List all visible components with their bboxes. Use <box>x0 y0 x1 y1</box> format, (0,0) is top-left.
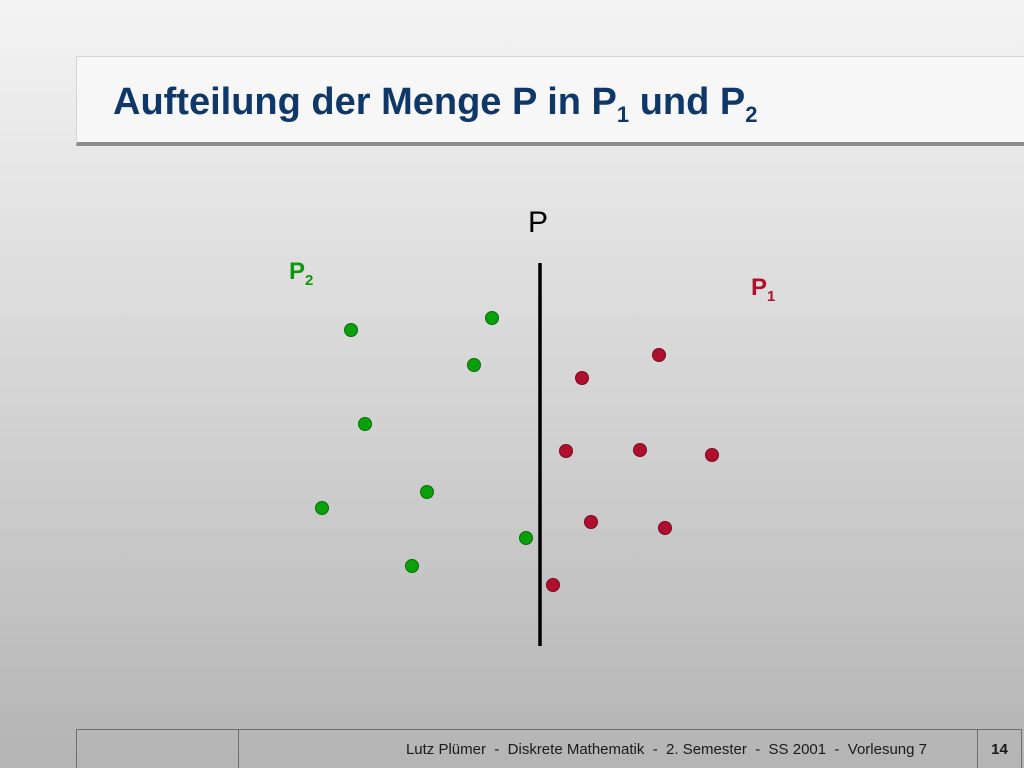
point-p1 <box>633 443 647 457</box>
footer-blank-cell <box>77 730 239 768</box>
point-p2 <box>485 311 499 325</box>
label-p2: P2 <box>289 258 313 289</box>
point-p2 <box>405 559 419 573</box>
point-p2 <box>420 485 434 499</box>
slide-footer: Lutz Plümer - Diskrete Mathematik - 2. S… <box>76 729 1022 768</box>
footer-text: Lutz Plümer - Diskrete Mathematik - 2. S… <box>239 730 978 768</box>
label-p1: P1 <box>751 274 775 305</box>
point-p2 <box>358 417 372 431</box>
point-p1 <box>652 348 666 362</box>
point-p1 <box>705 448 719 462</box>
point-p1 <box>575 371 589 385</box>
set-label-p: P <box>528 206 548 239</box>
point-p2 <box>315 501 329 515</box>
title-box: Aufteilung der Menge P in P1 und P2 <box>76 56 1024 146</box>
slide-title: Aufteilung der Menge P in P1 und P2 <box>113 81 758 127</box>
point-p1 <box>559 444 573 458</box>
points-p1 <box>546 348 719 592</box>
point-p1 <box>584 515 598 529</box>
point-p2 <box>467 358 481 372</box>
page-number: 14 <box>991 740 1008 758</box>
point-p1 <box>546 578 560 592</box>
point-p2 <box>519 531 533 545</box>
points-p2 <box>315 311 533 573</box>
point-p1 <box>658 521 672 535</box>
point-p2 <box>344 323 358 337</box>
